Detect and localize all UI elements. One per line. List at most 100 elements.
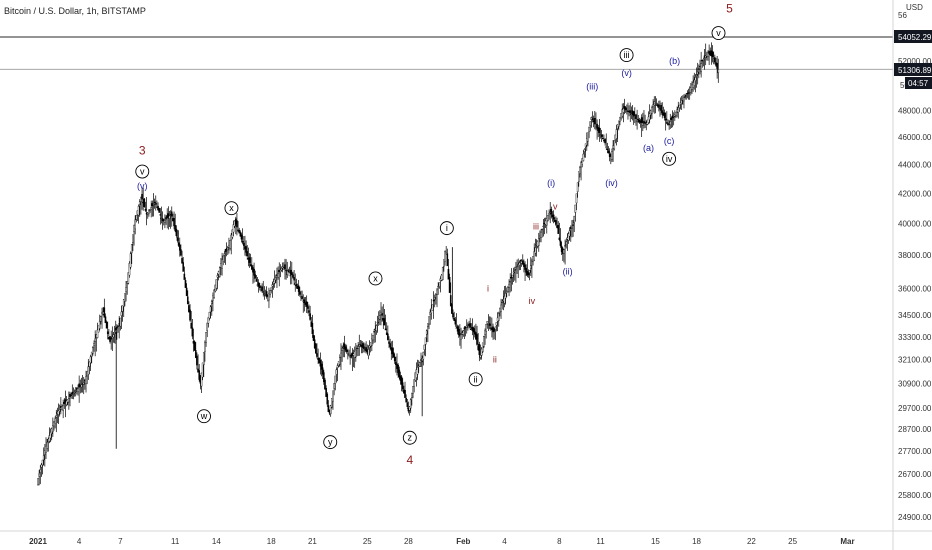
wave-label-8[interactable]: z bbox=[402, 430, 417, 445]
candle-body bbox=[375, 325, 378, 331]
candle-body bbox=[550, 209, 553, 215]
candle-body bbox=[309, 313, 311, 320]
candle-body bbox=[205, 332, 207, 344]
x-tick-label: Mar bbox=[840, 537, 854, 546]
last-price-badge bbox=[894, 63, 932, 76]
candle-body bbox=[694, 77, 697, 81]
wave-label-text: ii bbox=[474, 374, 478, 384]
wave-label-circle bbox=[135, 164, 150, 179]
wave-label-3[interactable]: (v) bbox=[137, 181, 148, 191]
resistance-price-text: 54052.29 bbox=[898, 33, 932, 42]
candle-body bbox=[188, 305, 190, 313]
wave-label-1[interactable]: 3 bbox=[139, 144, 146, 158]
candle-body bbox=[481, 342, 484, 352]
wave-label-25[interactable]: (c) bbox=[664, 136, 675, 146]
candle-body bbox=[110, 338, 112, 340]
wave-label-4[interactable]: w bbox=[197, 409, 211, 424]
candle-body bbox=[198, 370, 201, 380]
candle-body bbox=[591, 118, 594, 120]
wave-label-text: (iv) bbox=[605, 178, 618, 188]
wave-label-text: (c) bbox=[664, 136, 675, 146]
wave-label-2[interactable]: v bbox=[135, 164, 150, 179]
y-tick-label: 36000.00 bbox=[898, 285, 932, 294]
wave-label-28[interactable]: 5 bbox=[726, 2, 733, 16]
wave-label-10[interactable]: i bbox=[439, 221, 454, 236]
candle-body bbox=[239, 232, 242, 237]
candle-body bbox=[598, 127, 601, 133]
candle-body bbox=[321, 367, 324, 375]
wave-label-15[interactable]: iv bbox=[529, 296, 536, 306]
candle-body bbox=[344, 346, 347, 351]
candle-body bbox=[74, 390, 77, 392]
candle-body bbox=[259, 285, 261, 289]
candle-body bbox=[361, 343, 364, 348]
candle-body bbox=[648, 113, 651, 120]
wave-label-16[interactable]: v bbox=[553, 202, 558, 212]
wave-label-14[interactable]: iii bbox=[533, 222, 539, 232]
y-tick-label: 27700.00 bbox=[898, 447, 932, 456]
y-tick-label: 42000.00 bbox=[898, 189, 932, 198]
candle-body bbox=[513, 269, 516, 271]
wave-label-9[interactable]: 4 bbox=[406, 453, 413, 467]
candle-body bbox=[143, 198, 146, 207]
candle-body bbox=[398, 369, 401, 377]
wave-label-19[interactable]: (iii) bbox=[586, 82, 598, 92]
wave-label-circle bbox=[619, 48, 634, 63]
y-tick-label: 33300.00 bbox=[898, 333, 932, 342]
candle-body bbox=[257, 282, 260, 287]
candle-body bbox=[675, 111, 677, 116]
candle-body bbox=[53, 421, 55, 427]
wave-label-20[interactable]: (iv) bbox=[605, 178, 618, 188]
candle-body bbox=[324, 379, 326, 390]
candle-body bbox=[208, 311, 211, 319]
wave-label-27[interactable]: v bbox=[711, 26, 726, 41]
candle-body bbox=[604, 139, 606, 144]
candle-body bbox=[40, 464, 43, 468]
candle-body bbox=[438, 282, 441, 288]
wave-label-circle bbox=[224, 201, 239, 216]
candle-body bbox=[588, 126, 590, 132]
time-axis[interactable]: 2021 4 7 11 14 18 21 25 28 Feb 4 8 11 15 18 22 25 Mar bbox=[29, 537, 854, 546]
candle-body bbox=[573, 215, 576, 224]
wave-label-18[interactable]: (ii) bbox=[563, 267, 573, 277]
candle-body bbox=[660, 105, 662, 111]
candle-body bbox=[619, 116, 621, 122]
candle-body bbox=[615, 129, 618, 139]
candle-body bbox=[125, 287, 127, 292]
candle-body bbox=[241, 241, 244, 243]
wave-label-7[interactable]: x bbox=[368, 271, 383, 286]
candle-body bbox=[419, 362, 421, 367]
candle-body bbox=[529, 265, 532, 269]
wave-label-13[interactable]: ii bbox=[493, 355, 497, 365]
candle-body bbox=[174, 225, 177, 232]
wave-label-17[interactable]: (i) bbox=[547, 178, 555, 188]
price-axis[interactable]: 24900.00 25800.00 26700.00 27700.00 28700.00… bbox=[898, 57, 932, 522]
wave-label-23[interactable]: (a) bbox=[643, 143, 654, 153]
candle-body bbox=[323, 372, 325, 383]
wave-label-24[interactable]: (b) bbox=[669, 56, 680, 66]
candle-body bbox=[275, 277, 277, 281]
candle-body bbox=[226, 247, 229, 251]
candle-body bbox=[422, 351, 425, 360]
y-tick-label: 48000.00 bbox=[898, 107, 932, 116]
wave-label-21[interactable]: iii bbox=[619, 48, 634, 63]
wave-label-26[interactable]: iv bbox=[662, 151, 677, 166]
wave-label-22[interactable]: (v) bbox=[621, 68, 632, 78]
candle-body bbox=[574, 204, 577, 213]
wave-label-text: 4 bbox=[406, 453, 413, 467]
candle-body bbox=[472, 328, 475, 333]
candle-body bbox=[613, 140, 616, 150]
candle-body bbox=[209, 306, 212, 313]
candle-body bbox=[270, 287, 273, 291]
candle-body bbox=[368, 345, 371, 348]
wave-label-11[interactable]: ii bbox=[468, 372, 483, 387]
x-tick-label: 18 bbox=[267, 537, 276, 546]
wave-label-5[interactable]: x bbox=[224, 201, 239, 216]
candle-body bbox=[651, 107, 653, 114]
candle-body bbox=[319, 359, 322, 367]
wave-label-6[interactable]: y bbox=[323, 435, 338, 450]
candle-body bbox=[661, 110, 664, 114]
wave-label-12[interactable]: i bbox=[487, 284, 489, 294]
candle-body bbox=[658, 104, 660, 108]
